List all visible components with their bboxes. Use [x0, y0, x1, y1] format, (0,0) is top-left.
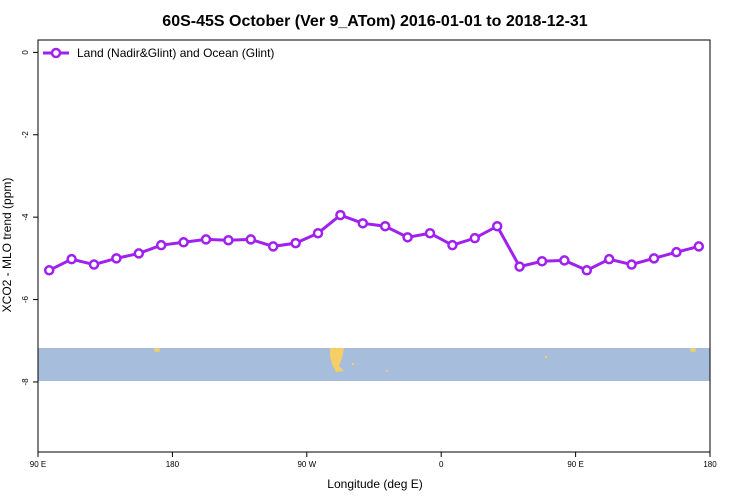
- data-point: [626, 259, 637, 270]
- map-land: [154, 348, 160, 352]
- data-point: [200, 234, 212, 245]
- x-tick-label: 90 W: [297, 460, 316, 469]
- map-strip: [38, 348, 710, 381]
- data-point: [379, 220, 391, 232]
- data-point: [245, 234, 257, 245]
- map-ocean: [38, 348, 710, 381]
- x-tick-label: 90 E: [30, 460, 46, 469]
- data-point: [671, 246, 682, 258]
- y-tick-label: -2: [21, 131, 30, 139]
- y-tick-label: -8: [21, 378, 30, 386]
- y-tick-label: 0: [21, 50, 30, 55]
- data-point: [267, 241, 279, 252]
- map-land: [351, 362, 355, 366]
- x-tick-label: 90 E: [567, 460, 583, 469]
- data-point: [581, 265, 593, 276]
- data-point: [402, 232, 413, 243]
- map-land: [386, 370, 388, 372]
- map-land: [330, 348, 344, 372]
- x-axis-label: Longitude (deg E): [327, 477, 422, 491]
- data-point: [133, 248, 145, 259]
- y-tick-label: -4: [21, 213, 30, 221]
- data-point: [469, 232, 481, 244]
- data-point: [559, 255, 570, 266]
- data-point: [357, 218, 369, 229]
- data-point: [603, 253, 615, 265]
- y-tick-label: -6: [21, 295, 30, 303]
- data-point: [447, 239, 458, 251]
- data-point: [312, 227, 324, 239]
- legend: Land (Nadir&Glint) and Ocean (Glint): [43, 46, 274, 60]
- map-land: [544, 355, 548, 359]
- chart-title: 60S-45S October (Ver 9_ATom) 2016-01-01 …: [162, 13, 587, 30]
- legend-label: Land (Nadir&Glint) and Ocean (Glint): [77, 46, 274, 60]
- data-point: [178, 237, 189, 248]
- data-point: [514, 261, 525, 272]
- data-point: [155, 239, 167, 251]
- data-point: [648, 253, 660, 264]
- legend-marker: [50, 47, 62, 59]
- data-point: [66, 253, 77, 265]
- data-point: [43, 265, 55, 276]
- plot-frame: [37, 39, 711, 453]
- data-point: [290, 237, 301, 249]
- data-point: [491, 220, 503, 232]
- data-point: [223, 234, 234, 246]
- data-point: [88, 259, 100, 270]
- map-land: [690, 348, 696, 352]
- data-point: [693, 241, 705, 252]
- data-point: [335, 209, 346, 221]
- x-tick-label: 180: [703, 460, 717, 469]
- x-tick-label: 0: [439, 460, 444, 469]
- y-axis-label: XCO2 - MLO trend (ppm): [0, 178, 14, 313]
- x-tick-label: 180: [166, 460, 180, 469]
- data-point: [536, 255, 548, 267]
- data-point: [111, 253, 122, 264]
- series-line: [48, 213, 700, 272]
- data-point: [424, 227, 436, 239]
